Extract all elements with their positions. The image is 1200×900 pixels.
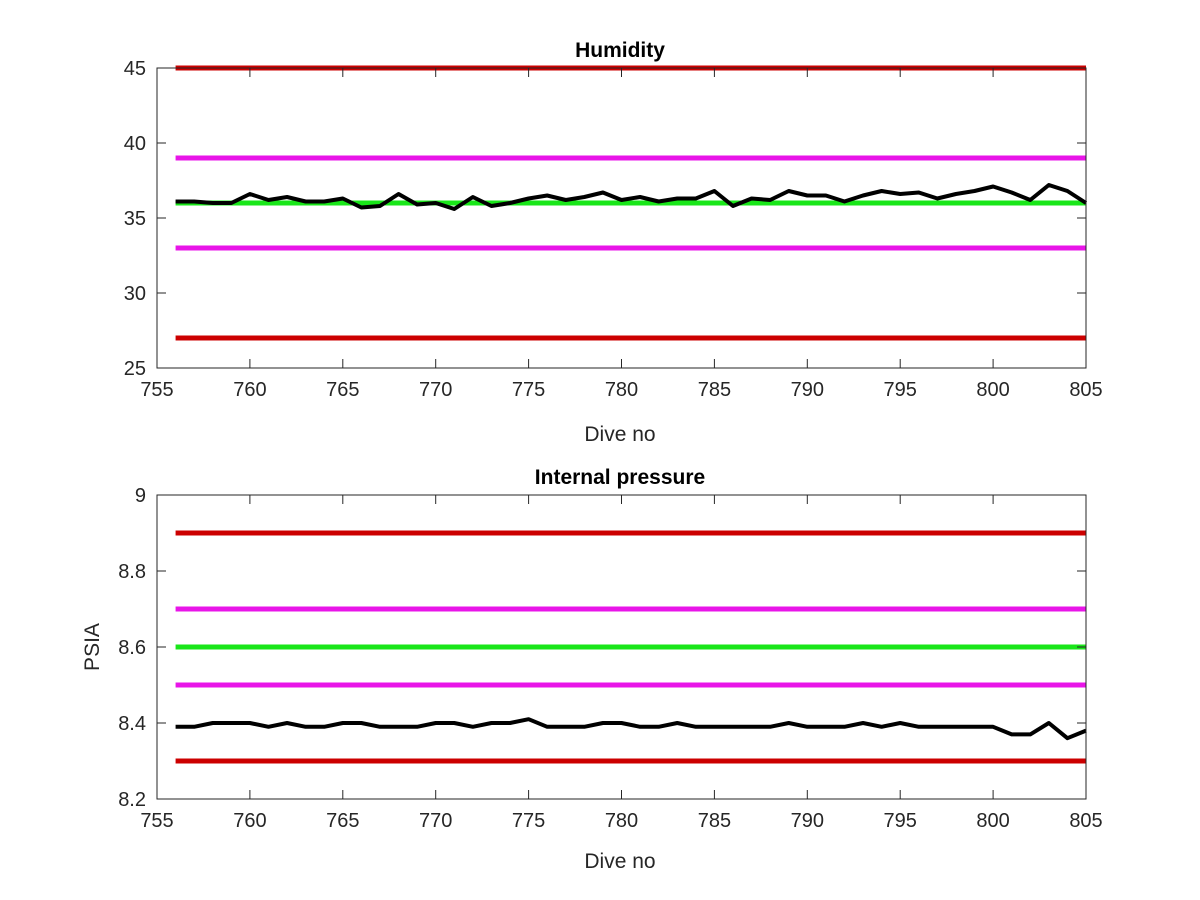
humidity-x-tick-label: 755 xyxy=(140,379,173,401)
humidity-y-tick-label: 35 xyxy=(124,208,146,230)
humidity-x-tick-label: 765 xyxy=(326,379,359,401)
internal-pressure-x-tick-label: 780 xyxy=(605,810,638,832)
humidity-y-tick-label: 40 xyxy=(124,133,146,155)
humidity-y-tick-label: 45 xyxy=(124,58,146,80)
humidity-y-tick-label: 25 xyxy=(124,358,146,380)
humidity-x-tick-label: 760 xyxy=(233,379,266,401)
humidity-x-tick-label: 795 xyxy=(884,379,917,401)
humidity-x-tick-label: 770 xyxy=(419,379,452,401)
internal-pressure-y-tick-label: 8.4 xyxy=(118,713,146,735)
internal-pressure-chart-panel: Internal pressure Dive no PSIA 755 760 765… xyxy=(81,466,1103,873)
internal-pressure-x-tick-label: 775 xyxy=(512,810,545,832)
humidity-data-series-line xyxy=(175,183,1088,211)
internal-pressure-y-tick-label: 8.2 xyxy=(118,789,146,811)
humidity-y-tick-label: 30 xyxy=(124,283,146,305)
internal-pressure-x-tick-label: 755 xyxy=(140,810,173,832)
humidity-x-tick-label: 805 xyxy=(1069,379,1102,401)
internal-pressure-chart-title: Internal pressure xyxy=(535,466,705,489)
humidity-x-tick-label: 800 xyxy=(976,379,1009,401)
humidity-x-tick-label: 790 xyxy=(791,379,824,401)
internal-pressure-x-tick-label: 760 xyxy=(233,810,266,832)
humidity-x-tick-label: 775 xyxy=(512,379,545,401)
internal-pressure-x-tick-label: 765 xyxy=(326,810,359,832)
internal-pressure-x-tick-label: 785 xyxy=(698,810,731,832)
humidity-chart-panel: Humidity Dive no 755 760 765 770 775 780 785 79… xyxy=(124,39,1103,446)
internal-pressure-y-axis-label: PSIA xyxy=(81,623,104,671)
internal-pressure-y-tick-label: 8.6 xyxy=(118,637,146,659)
humidity-x-axis-label: Dive no xyxy=(584,423,655,446)
humidity-x-tick-label: 780 xyxy=(605,379,638,401)
humidity-chart-title: Humidity xyxy=(575,39,665,62)
internal-pressure-data-series-line xyxy=(175,717,1087,741)
internal-pressure-x-tick-label: 805 xyxy=(1069,810,1102,832)
internal-pressure-x-axis-label: Dive no xyxy=(584,850,655,873)
internal-pressure-x-tick-label: 795 xyxy=(884,810,917,832)
internal-pressure-y-tick-label: 8.8 xyxy=(118,561,146,583)
internal-pressure-x-tick-label: 800 xyxy=(976,810,1009,832)
internal-pressure-y-tick-label: 9 xyxy=(135,485,146,507)
humidity-x-tick-label: 785 xyxy=(698,379,731,401)
internal-pressure-x-tick-label: 770 xyxy=(419,810,452,832)
internal-pressure-x-tick-label: 790 xyxy=(791,810,824,832)
